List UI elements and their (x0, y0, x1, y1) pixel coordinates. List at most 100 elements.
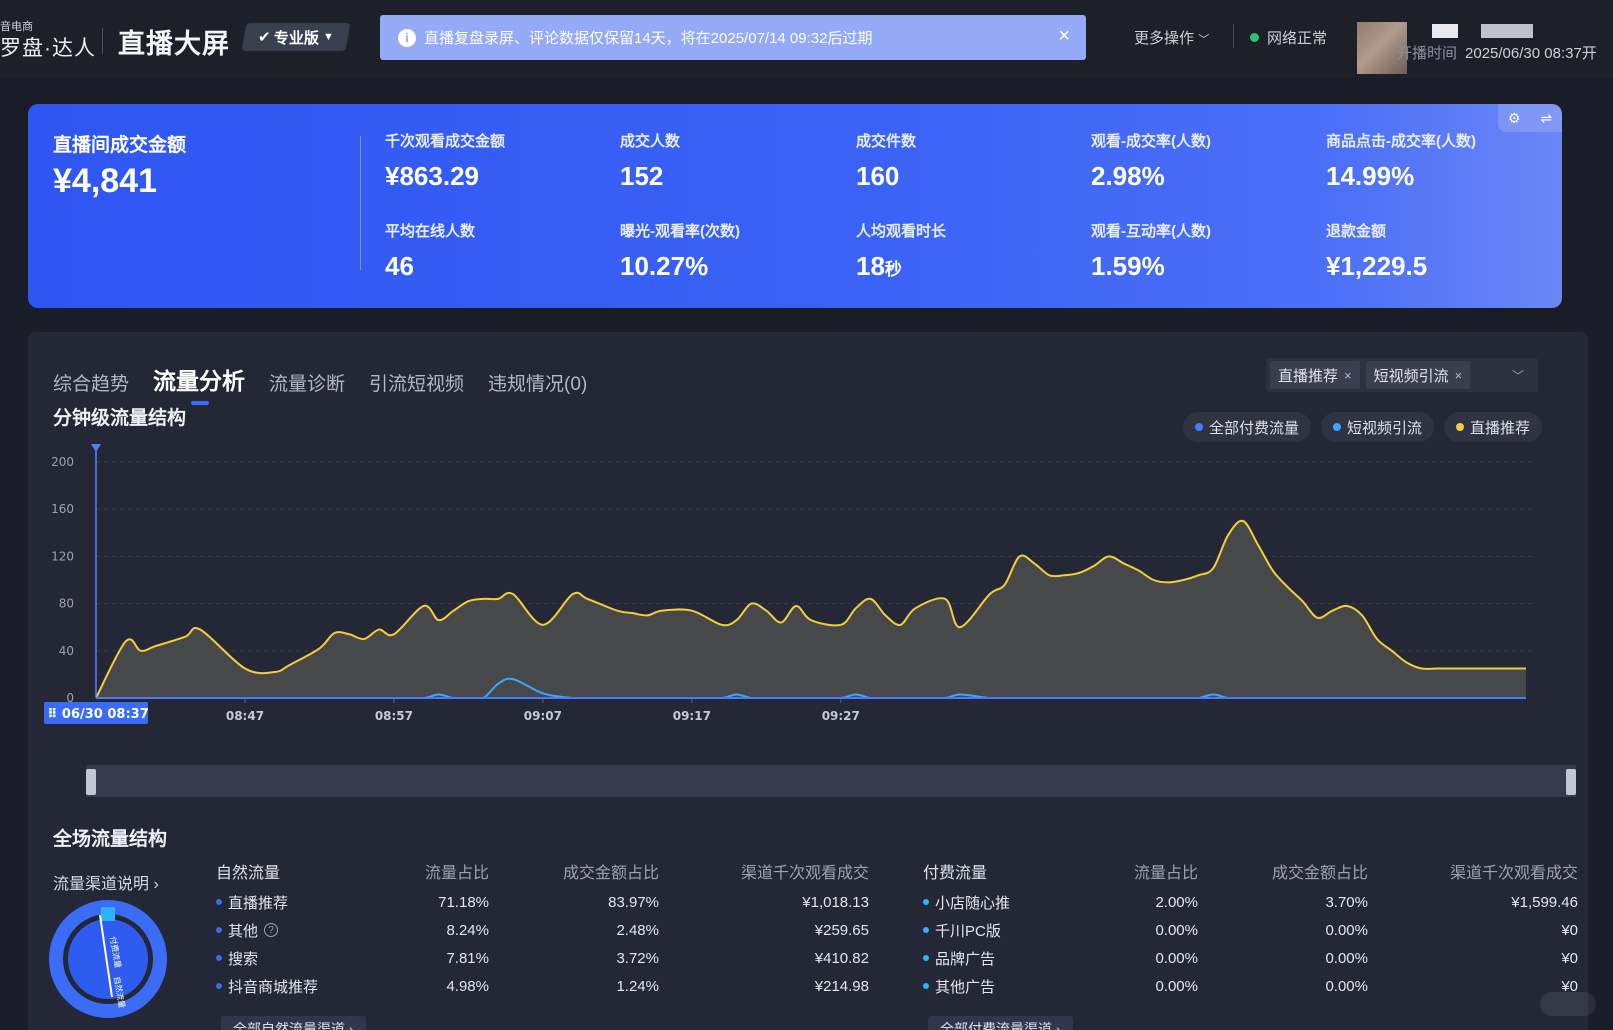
legend-dot-icon (1456, 423, 1465, 431)
channel-gpm: ¥0 (1561, 977, 1578, 995)
close-icon[interactable]: × (1454, 367, 1463, 383)
table-row[interactable]: 品牌广告 0.00% 0.00% ¥0 (923, 944, 1578, 972)
watermark (1540, 992, 1596, 1016)
expiry-notice: i 直播复盘录屏、评论数据仅保留14天，将在2025/07/14 09:32后过… (380, 15, 1086, 60)
filter-chip-label: 短视频引流 (1373, 367, 1449, 385)
legend-short-video[interactable]: 短视频引流 (1321, 412, 1435, 442)
live-recommend-area (96, 520, 1526, 698)
bullet-icon (216, 955, 222, 961)
channel-label: 直播推荐 (228, 894, 289, 912)
kpi-item: 平均在线人数 46 (385, 220, 475, 282)
brand-divider (102, 28, 103, 54)
edition-label: 专业版 (274, 29, 320, 47)
kpi-value: 1.59% (1091, 251, 1165, 281)
tab-traffic-analysis[interactable]: 流量分析 (153, 362, 245, 405)
table-row[interactable]: 其他广告 0.00% 0.00% ¥0 (923, 972, 1578, 1000)
chevron-down-icon[interactable]: ﹀ (1511, 368, 1524, 383)
button-label: 全部自然流量渠道 (233, 1021, 345, 1030)
table-row[interactable]: 小店随心推 2.00% 3.70% ¥1,599.46 (923, 888, 1578, 916)
tab-overview-trend[interactable]: 综合趋势 (53, 374, 130, 395)
legend-label: 直播推荐 (1470, 419, 1531, 437)
brand-small-text: 音电商 (0, 21, 33, 33)
channel-label: 搜索 (228, 950, 259, 968)
start-time-value: 2025/06/30 08:37开 (1465, 45, 1597, 62)
channel-gpm: ¥259.65 (814, 921, 869, 939)
time-range-slider[interactable] (86, 765, 1576, 797)
col-header: 成交金额占比 (1271, 865, 1368, 882)
bullet-icon (923, 983, 929, 989)
caret-down-icon: ▼ (323, 31, 335, 43)
kpi-item: 观看-互动率(人数) 1.59% (1091, 220, 1211, 282)
gmv-share: 0.00% (1325, 949, 1368, 967)
page-title: 直播大屏 (118, 29, 230, 59)
gmv-share: 0.00% (1325, 921, 1368, 939)
analysis-panel: 综合趋势 流量分析 流量诊断 引流短视频 违规情况(0) 直播推荐 × 短视频引… (28, 332, 1588, 1030)
col-header: 成交金额占比 (562, 865, 659, 882)
kpi-value-number: 18 (856, 251, 885, 281)
minute-traffic-chart[interactable]: 0 40 80 120 160 200 08:47 08:57 09:07 09:17 09:27 ⠿… (28, 332, 1588, 752)
x-tick-label: 08:47 (226, 709, 264, 723)
more-actions-menu[interactable]: 更多操作 ﹀ (1134, 27, 1209, 48)
channel-gpm: ¥1,018.13 (802, 893, 869, 911)
all-natural-channels-button[interactable]: 全部自然流量渠道 › (221, 1016, 366, 1030)
kpi-toolbar: ⚙ ⇌ (1498, 104, 1562, 132)
kpi-value: ¥863.29 (385, 161, 479, 191)
tab-traffic-diagnosis[interactable]: 流量诊断 (269, 374, 346, 395)
chevron-right-icon: › (348, 1021, 354, 1030)
gmv-label: 直播间成交金额 (53, 135, 187, 156)
top-header: 音电商 罗盘·达人 直播大屏 ✔ 专业版 ▼ i 直播复盘录屏、评论数据仅保留1… (0, 0, 1613, 78)
legend-label: 短视频引流 (1347, 419, 1423, 437)
tab-violations[interactable]: 违规情况(0) (488, 374, 588, 395)
brand-logo[interactable]: 罗盘·达人 (0, 37, 96, 60)
table-row[interactable]: 抖音商城推荐 4.98% 1.24% ¥214.98 (216, 972, 869, 1000)
button-label: 全部付费流量渠道 (940, 1021, 1052, 1030)
table-row[interactable]: 搜索 7.81% 3.72% ¥410.82 (216, 944, 869, 972)
legend-live-recommend[interactable]: 直播推荐 (1444, 412, 1543, 442)
legend-dot-icon (1333, 423, 1342, 431)
traffic-share: 0.00% (1155, 949, 1198, 967)
slider-left-handle[interactable] (86, 769, 96, 795)
table-row[interactable]: 其他? 8.24% 2.48% ¥259.65 (216, 916, 869, 944)
swap-icon[interactable]: ⇌ (1540, 109, 1553, 126)
edition-switch[interactable]: ✔ 专业版 ▼ (241, 23, 351, 51)
gauge-inner (68, 919, 148, 999)
cursor-label: ⠿ 06/30 08:37 (47, 707, 149, 722)
y-tick-label: 200 (51, 455, 74, 469)
channel-name: 抖音商城推荐 (216, 976, 396, 997)
bullet-icon (216, 899, 222, 905)
x-tick-label: 09:07 (524, 709, 562, 723)
gmv-share: 1.24% (616, 977, 659, 995)
all-paid-channels-button[interactable]: 全部付费流量渠道 › (928, 1016, 1073, 1030)
tab-short-videos[interactable]: 引流短视频 (369, 374, 465, 395)
kpi-value: 10.27% (620, 251, 709, 281)
help-icon[interactable]: ? (264, 923, 279, 937)
header-divider (1233, 24, 1234, 48)
slider-right-handle[interactable] (1566, 769, 1576, 795)
filter-chip[interactable]: 直播推荐 × (1270, 361, 1360, 389)
col-header: 自然流量 (216, 865, 281, 882)
filter-chip[interactable]: 短视频引流 × (1365, 361, 1471, 389)
table-row[interactable]: 直播推荐 71.18% 83.97% ¥1,018.13 (216, 888, 869, 916)
bullet-icon (923, 955, 929, 961)
gmv-share: 3.70% (1325, 893, 1368, 911)
kpi-card: 直播间成交金额 ¥4,841 千次观看成交金额 ¥863.29 成交人数 152… (28, 104, 1562, 308)
gear-icon[interactable]: ⚙ (1507, 109, 1521, 126)
channel-filter-select[interactable]: 直播推荐 × 短视频引流 × ﹀ (1266, 358, 1538, 392)
avatar[interactable] (1357, 22, 1407, 74)
kpi-value: 152 (620, 161, 664, 191)
legend-paid-traffic[interactable]: 全部付费流量 (1183, 412, 1312, 442)
kpi-item: 观看-成交率(人数) 2.98% (1091, 130, 1211, 192)
table-row[interactable]: 千川PC版 0.00% 0.00% ¥0 (923, 916, 1578, 944)
channel-name: 直播推荐 (216, 892, 396, 913)
close-icon[interactable]: × (1058, 25, 1070, 47)
network-status-text: 网络正常 (1267, 30, 1328, 47)
kpi-label: 观看-成交率(人数) (1091, 133, 1211, 150)
chart-legend: 全部付费流量 短视频引流 直播推荐 (1183, 412, 1543, 442)
close-icon[interactable]: × (1344, 367, 1352, 383)
kpi-value: 160 (856, 161, 900, 191)
channel-label: 小店随心推 (935, 894, 1011, 912)
traffic-structure-title: 全场流量结构 (53, 829, 168, 850)
gauge-needle (99, 914, 113, 998)
live-recommend-line (95, 519, 1526, 699)
channel-explanation-link[interactable]: 流量渠道说明 › (53, 870, 159, 894)
